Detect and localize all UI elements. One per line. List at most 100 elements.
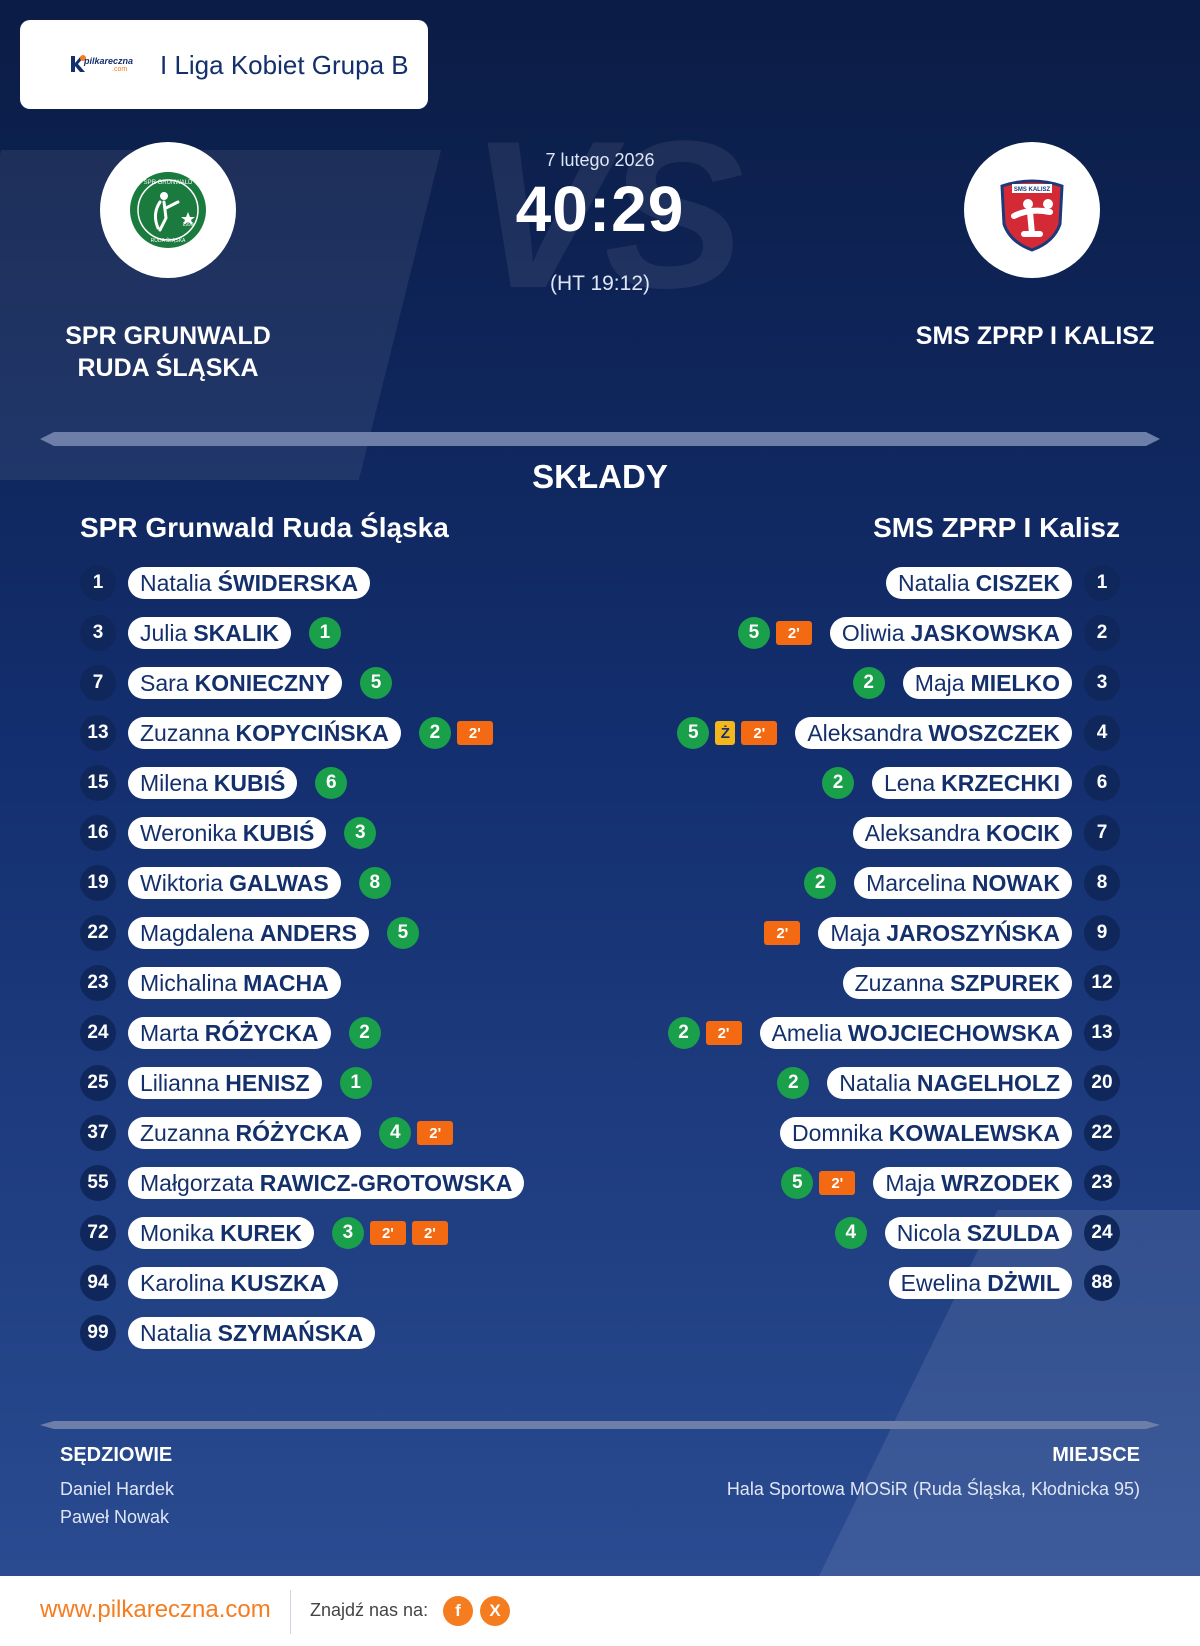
player-first-name: Michalina [140,969,238,996]
section-divider [40,432,1160,446]
home-team-name-line2: RUDA ŚLĄSKA [77,354,259,382]
home-team-name-line1: SPR GRUNWALD [65,322,271,350]
player-first-name: Aleksandra [807,719,923,746]
player-name: Zuzanna SZPUREK [842,967,1072,999]
league-header: pilkareczna .com I Liga Kobiet Grupa B [20,20,428,109]
shirt-number: 16 [80,815,116,851]
player-last-name: MIELKO [970,669,1060,696]
player-row: 15 Milena KUBIŚ 6 [80,758,640,808]
player-name: Domnika KOWALEWSKA [780,1117,1072,1149]
shirt-number: 37 [80,1115,116,1151]
shirt-number: 94 [80,1265,116,1301]
player-last-name: SZULDA [966,1219,1060,1246]
home-logo-year: 1990 [182,222,193,228]
player-name: Marcelina NOWAK [854,867,1072,899]
player-first-name: Lena [883,769,936,796]
home-roster: 1 Natalia ŚWIDERSKA 3 Julia SKALIK 1 7 Sara KONIE… [80,558,640,1358]
facebook-icon[interactable]: f [443,1596,473,1626]
player-last-name: JAROSZYŃSKA [886,919,1060,946]
shirt-number: 22 [80,915,116,951]
player-last-name: SKALIK [193,619,279,646]
player-name: Amelia WOJCIECHOWSKA [759,1017,1072,1049]
suspension-badge: 2' [819,1171,856,1195]
player-name: Maja WRZODEK [873,1167,1072,1199]
goals-badge: 5 [677,717,710,749]
player-stats: 2 [777,1067,810,1099]
brand-logo: pilkareczna .com [68,52,142,78]
player-last-name: MACHA [243,969,329,996]
suspension-badge: 2' [775,621,812,645]
league-name: I Liga Kobiet Grupa B [160,50,409,80]
goals-badge: 6 [315,767,348,799]
goals-badge: 2 [348,1017,381,1049]
player-name: Lilianna HENISZ [128,1067,322,1099]
shirt-number: 72 [80,1215,116,1251]
player-last-name: RÓŻYCKA [204,1019,319,1046]
player-name: Karolina KUSZKA [128,1267,339,1299]
player-name: Wiktoria GALWAS [128,867,341,899]
player-first-name: Zuzanna [140,719,230,746]
player-first-name: Zuzanna [854,969,945,996]
shirt-number: 1 [80,565,116,601]
player-name: Natalia ŚWIDERSKA [128,567,371,599]
player-stats: 2 [821,767,854,799]
suspension-badge: 2' [369,1221,406,1245]
goals-badge: 2 [852,667,885,699]
player-row: 7 Aleksandra KOCIK [560,808,1120,858]
main-panel: VS pilkareczna .com I Liga Kobiet Grupa … [0,0,1200,1576]
player-row: 24 Marta RÓŻYCKA 2 [80,1008,640,1058]
referees-label: SĘDZIOWIE [60,1444,173,1466]
player-last-name: KUBIŚ [213,769,286,796]
goals-badge: 3 [344,817,377,849]
x-icon[interactable]: X [480,1596,510,1626]
player-row: 12 Zuzanna SZPUREK [560,958,1120,1008]
player-row: 23 Maja WRZODEK 5 2' [560,1158,1120,1208]
player-row: 2 Oliwia JASKOWSKA 5 2' [560,608,1120,658]
suspension-badge: 2' [417,1121,454,1145]
brand-text: pilkareczna [84,56,134,66]
player-stats: 5 2' [781,1167,856,1199]
player-first-name: Weronika [140,819,237,846]
venue-text: Hala Sportowa MOSiR (Ruda Śląska, Kłodni… [726,1479,1140,1499]
player-stats: 4 2' [379,1117,454,1149]
player-last-name: KONIECZNY [194,669,331,696]
away-team-name: SMS ZPRP I KALISZ [915,322,1155,350]
shirt-number: 13 [80,715,116,751]
referee-name: Daniel Hardek [60,1479,175,1499]
player-row: 19 Wiktoria GALWAS 8 [80,858,640,908]
shirt-number: 3 [1084,665,1120,701]
referee-name: Paweł Nowak [60,1507,170,1527]
shirt-number: 24 [80,1015,116,1051]
player-first-name: Małgorzata [140,1169,254,1196]
player-last-name: JASKOWSKA [910,619,1060,646]
player-row: 7 Sara KONIECZNY 5 [80,658,640,708]
player-first-name: Maja [830,919,881,946]
player-name: Michalina MACHA [128,967,341,999]
player-last-name: RÓŻYCKA [235,1119,350,1146]
player-row: 99 Natalia SZYMAŃSKA [80,1308,640,1358]
player-row: 3 Maja MIELKO 2 [560,658,1120,708]
goals-badge: 3 [331,1217,364,1249]
player-last-name: KUBIŚ [242,819,315,846]
site-link[interactable]: www.pilkareczna.com [40,1596,271,1623]
shirt-number: 4 [1084,715,1120,751]
shirt-number: 23 [80,965,116,1001]
shirt-number: 25 [80,1065,116,1101]
shirt-number: 55 [80,1165,116,1201]
footer: www.pilkareczna.com Znajdź nas na: f X [0,1576,1200,1646]
player-row: 20 Natalia NAGELHOLZ 2 [560,1058,1120,1108]
player-last-name: KOWALEWSKA [888,1119,1060,1146]
player-name: Sara KONIECZNY [128,667,343,699]
yellow-card-badge: Ż [715,721,736,745]
goals-badge: 2 [821,767,854,799]
suspension-badge: 2' [456,721,493,745]
player-row: 88 Ewelina DŻWIL [560,1258,1120,1308]
player-stats: 1 [339,1067,372,1099]
player-stats: 2 [804,867,837,899]
player-first-name: Natalia [140,1319,212,1346]
player-name: Nicola SZULDA [884,1217,1072,1249]
player-row: 1 Natalia ŚWIDERSKA [80,558,640,608]
goals-badge: 5 [360,667,393,699]
player-first-name: Natalia [898,569,970,596]
player-stats: 6 [315,767,348,799]
